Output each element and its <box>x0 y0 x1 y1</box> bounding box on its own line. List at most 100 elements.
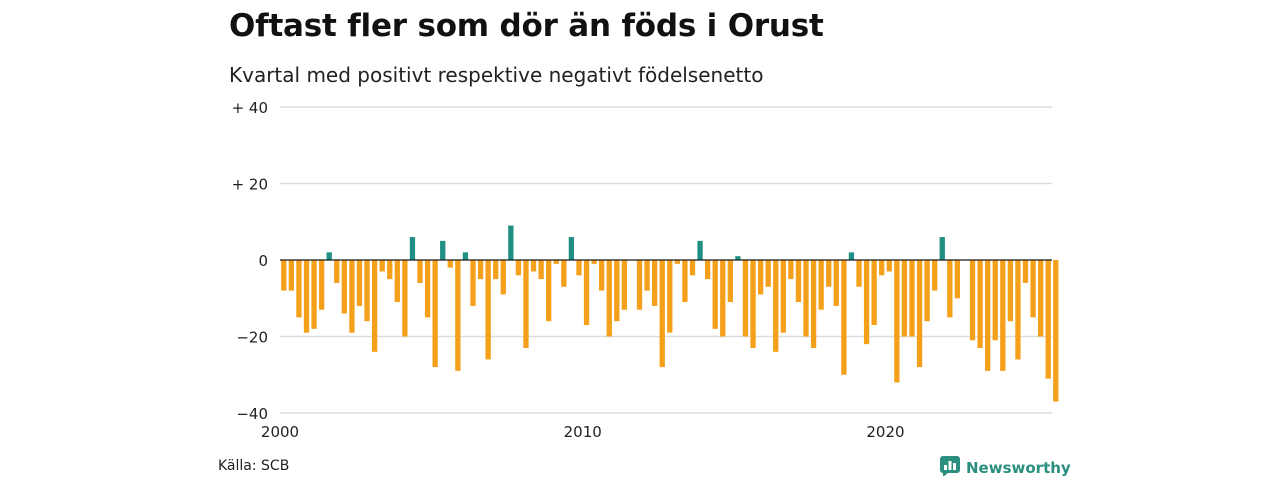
bar <box>742 260 749 337</box>
bar <box>765 260 771 287</box>
brand-logo[interactable]: Newsworthy <box>940 456 1071 480</box>
bar <box>606 260 612 337</box>
bar <box>735 256 741 260</box>
bar <box>667 260 673 333</box>
bar <box>561 260 567 287</box>
bar <box>879 260 885 276</box>
bar <box>985 260 991 371</box>
bar <box>303 260 310 333</box>
bar <box>432 260 438 368</box>
bar <box>780 260 786 333</box>
bar <box>538 260 544 280</box>
bar <box>1015 260 1021 360</box>
bar <box>727 260 733 303</box>
bar <box>281 260 287 291</box>
bar <box>1037 260 1044 337</box>
bar <box>947 260 953 318</box>
bar <box>969 260 976 341</box>
bars <box>281 225 1059 402</box>
bar <box>288 260 295 291</box>
bar <box>795 260 802 303</box>
bar <box>424 260 431 318</box>
bar <box>576 260 582 276</box>
bar <box>311 260 317 329</box>
bar <box>886 260 892 272</box>
bar <box>553 260 559 264</box>
bar <box>863 260 870 345</box>
bar <box>644 260 650 291</box>
y-tick-label: −40 <box>236 405 268 423</box>
bar <box>848 252 855 260</box>
bar <box>651 260 658 306</box>
y-tick-label: + 20 <box>232 176 268 194</box>
bar <box>546 260 552 322</box>
bar <box>954 260 961 299</box>
chart-title: Oftast fler som dör än föds i Orust <box>229 8 824 44</box>
bar <box>296 260 302 318</box>
bar <box>757 260 764 295</box>
bar <box>750 260 756 348</box>
bar <box>440 240 446 260</box>
bar <box>387 260 393 280</box>
x-axis-tick-labels: 2000 2010 2020 <box>261 423 905 441</box>
bar <box>1000 260 1006 371</box>
bar <box>803 260 809 337</box>
bar <box>818 260 824 310</box>
bar <box>599 260 605 291</box>
bar <box>856 260 862 287</box>
bar <box>720 260 726 337</box>
bar <box>826 260 832 287</box>
bar <box>1007 260 1014 322</box>
y-tick-label: 0 <box>258 252 268 270</box>
bar <box>583 260 590 326</box>
bar <box>530 260 537 272</box>
bar <box>916 260 923 368</box>
bar <box>788 260 794 280</box>
chart-subtitle: Kvartal med positivt respektive negativt… <box>229 63 764 87</box>
bar <box>871 260 877 326</box>
bar <box>334 260 340 283</box>
bar <box>1045 260 1051 379</box>
bar <box>924 260 930 322</box>
bar <box>704 260 711 280</box>
bar <box>470 260 476 306</box>
bar <box>1022 260 1029 283</box>
y-tick-label: −20 <box>236 329 268 347</box>
bar <box>485 260 491 360</box>
bar <box>402 260 408 337</box>
bar <box>1030 260 1036 318</box>
bar <box>674 260 681 264</box>
bar <box>523 260 529 348</box>
bar <box>500 260 506 295</box>
bar <box>712 260 718 329</box>
bar <box>659 260 665 368</box>
bar <box>493 260 499 280</box>
bar <box>341 260 347 314</box>
bar <box>1053 260 1059 402</box>
brand-name: Newsworthy <box>966 459 1071 477</box>
bar <box>379 260 385 272</box>
y-axis-tick-labels: + 40 + 20 0 −20 −40 <box>232 99 268 423</box>
bar <box>833 260 839 306</box>
x-tick-label: 2010 <box>564 423 602 441</box>
bar <box>462 252 469 260</box>
newsworthy-logo-icon <box>940 456 960 480</box>
bar <box>326 252 332 260</box>
bar <box>621 260 628 310</box>
bar <box>636 260 643 310</box>
bar <box>447 260 453 268</box>
bar <box>894 260 900 383</box>
bar <box>697 240 703 260</box>
bar <box>568 237 575 260</box>
bar <box>394 260 400 303</box>
bar <box>614 260 620 322</box>
bar <box>349 260 355 333</box>
bar <box>773 260 779 352</box>
y-tick-label: + 40 <box>232 99 268 117</box>
x-tick-label: 2020 <box>866 423 904 441</box>
bar <box>992 260 998 341</box>
bar <box>591 260 597 264</box>
bar <box>455 260 461 371</box>
bar <box>901 260 908 337</box>
bar <box>364 260 370 322</box>
